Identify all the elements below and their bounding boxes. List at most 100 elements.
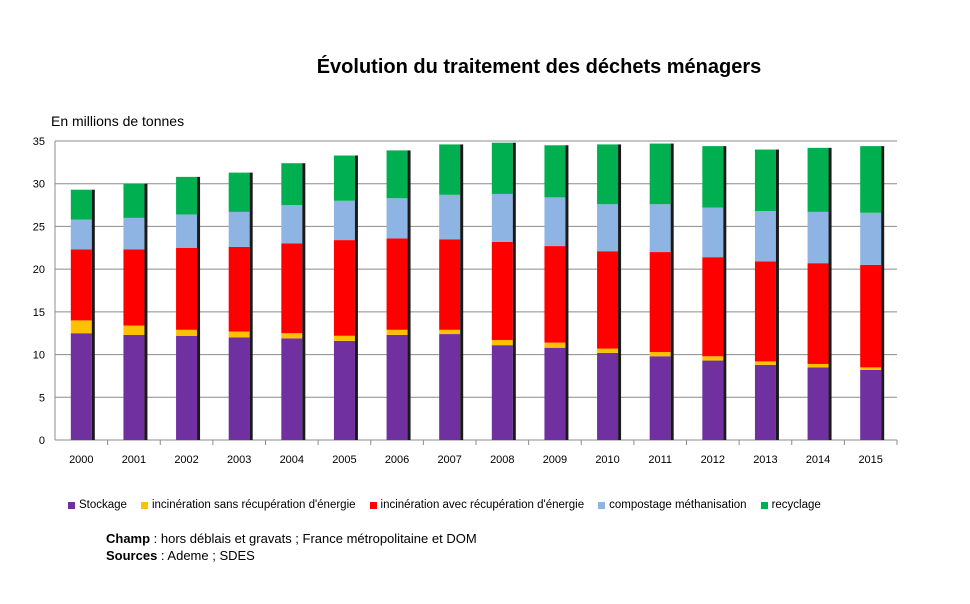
footer-champ: Champ : hors déblais et gravats ; France…	[106, 530, 477, 547]
bar-segment-2013-4	[754, 149, 776, 212]
bar-segment-2002-3	[176, 214, 198, 248]
bar-segment-2011-4	[649, 143, 671, 205]
bar-shadow-2011	[670, 143, 674, 440]
bar-segment-2003-4	[228, 172, 250, 212]
bar-segment-2005-4	[333, 155, 355, 201]
bar-shadow-2015	[881, 146, 885, 440]
bar-shadow-2005	[354, 155, 358, 440]
x-tick-label: 2002	[174, 454, 198, 466]
legend-item-0: Stockage	[68, 499, 127, 511]
legend-label: recyclage	[771, 499, 821, 511]
bar-segment-2013-1	[754, 361, 776, 365]
bar-segment-2005-3	[333, 200, 355, 241]
bar-segment-2004-1	[281, 333, 303, 339]
bar-segment-2001-1	[123, 325, 145, 335]
bar-segment-2014-3	[807, 211, 829, 264]
x-tick-label: 2008	[490, 454, 514, 466]
bar-segment-2003-1	[228, 331, 250, 338]
bar-segment-2003-0	[228, 337, 250, 440]
y-tick-label: 25	[33, 221, 45, 233]
bar-segment-2000-3	[70, 219, 92, 250]
bar-segment-2000-2	[70, 249, 92, 321]
bar-shadow-2001	[144, 183, 148, 440]
sources-text: : Ademe ; SDES	[157, 548, 255, 563]
bar-segment-2001-0	[123, 334, 145, 440]
bar-segment-2010-0	[597, 352, 619, 440]
bar-shadow-2008	[512, 142, 516, 441]
legend-swatch	[140, 501, 148, 509]
bar-segment-2007-4	[439, 144, 461, 195]
bar-segment-2010-3	[597, 204, 619, 252]
legend: Stockage incinération sans récupération d…	[68, 499, 835, 511]
bar-segment-2006-2	[386, 238, 408, 330]
bar-segment-2015-0	[860, 369, 882, 440]
bar-segment-2003-2	[228, 246, 250, 332]
y-tick-label: 35	[33, 136, 45, 148]
bar-segment-2004-0	[281, 338, 303, 440]
x-tick-label: 2013	[753, 454, 777, 466]
bar-segment-2009-4	[544, 145, 566, 198]
bar-segment-2012-2	[702, 257, 724, 357]
bar-segment-2004-2	[281, 243, 303, 334]
bar-segment-2014-2	[807, 263, 829, 364]
bar-shadow-2009	[565, 145, 569, 440]
y-tick-label: 20	[33, 264, 45, 276]
bar-segment-2000-4	[70, 189, 92, 220]
x-tick-label: 2003	[227, 454, 251, 466]
x-tick-label: 2004	[280, 454, 304, 466]
y-tick-label: 15	[33, 307, 45, 319]
x-tick-label: 2014	[806, 454, 830, 466]
footer-sources: Sources : Ademe ; SDES	[106, 547, 477, 564]
legend-swatch	[68, 501, 75, 509]
bar-segment-2002-1	[176, 329, 198, 336]
bar-shadow-2000	[91, 189, 95, 440]
bar-segment-2015-4	[860, 146, 882, 213]
y-axis-label: En millions de tonnes	[51, 113, 185, 129]
legend-swatch	[369, 501, 377, 509]
footer-notes: Champ : hors déblais et gravats ; France…	[106, 530, 477, 564]
legend-item-3: compostage méthanisation	[598, 499, 747, 511]
x-tick-label: 2000	[69, 454, 93, 466]
y-tick-label: 10	[33, 350, 45, 362]
bar-segment-2002-0	[176, 335, 198, 440]
x-tick-label: 2006	[385, 454, 409, 466]
bar-segment-2012-4	[702, 146, 724, 208]
bar-segment-2008-3	[491, 193, 513, 242]
bar-segment-2015-2	[860, 264, 882, 368]
legend-item-1: incinération sans récupération d'énergie	[140, 499, 356, 511]
bar-segment-2010-4	[597, 144, 619, 205]
x-tick-label: 2010	[595, 454, 619, 466]
legend-label: Stockage	[79, 499, 127, 511]
bar-segment-2009-0	[544, 347, 566, 440]
bar-segment-2012-3	[702, 207, 724, 258]
sources-label: Sources	[106, 548, 158, 563]
bar-segment-2011-3	[649, 204, 671, 253]
bar-segment-2011-1	[649, 352, 671, 357]
bar-segment-2005-2	[333, 240, 355, 336]
bar-segment-2003-3	[228, 211, 250, 247]
bar-shadow-2010	[618, 144, 622, 440]
bar-segment-2010-2	[597, 251, 619, 349]
bar-shadow-2004	[302, 163, 306, 440]
bar-segment-2007-0	[439, 334, 461, 440]
bar-segment-2004-3	[281, 205, 303, 244]
bar-segment-2007-2	[439, 239, 461, 330]
y-tick-label: 0	[39, 435, 45, 447]
chart-title: Évolution du traitement des déchets ména…	[316, 56, 762, 78]
legend-label: incinération sans récupération d'énergie	[151, 499, 356, 511]
bar-segment-2008-0	[491, 345, 513, 440]
bar-segment-2001-4	[123, 183, 145, 218]
bar-segment-2008-2	[491, 241, 513, 341]
bar-segment-2001-3	[123, 217, 145, 250]
bar-segment-2004-4	[281, 163, 303, 206]
bar-segment-2012-0	[702, 360, 724, 440]
bar-segment-2011-2	[649, 252, 671, 353]
bar-segment-2006-0	[386, 334, 408, 440]
bar-shadow-2003	[249, 172, 253, 440]
x-tick-label: 2007	[437, 454, 461, 466]
legend-swatch	[760, 501, 768, 509]
bar-segment-2013-3	[754, 211, 776, 262]
bar-segment-2001-2	[123, 249, 145, 326]
bar-segment-2014-0	[807, 367, 829, 440]
